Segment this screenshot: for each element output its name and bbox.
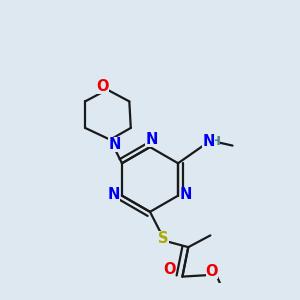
Text: N: N	[145, 132, 158, 147]
Text: O: O	[97, 79, 109, 94]
Text: H: H	[209, 135, 220, 148]
Text: N: N	[202, 134, 214, 149]
Text: O: O	[163, 262, 175, 277]
Text: N: N	[107, 187, 120, 202]
Text: S: S	[158, 231, 169, 246]
Text: N: N	[180, 187, 193, 202]
Text: O: O	[206, 264, 218, 279]
Text: N: N	[108, 136, 121, 152]
